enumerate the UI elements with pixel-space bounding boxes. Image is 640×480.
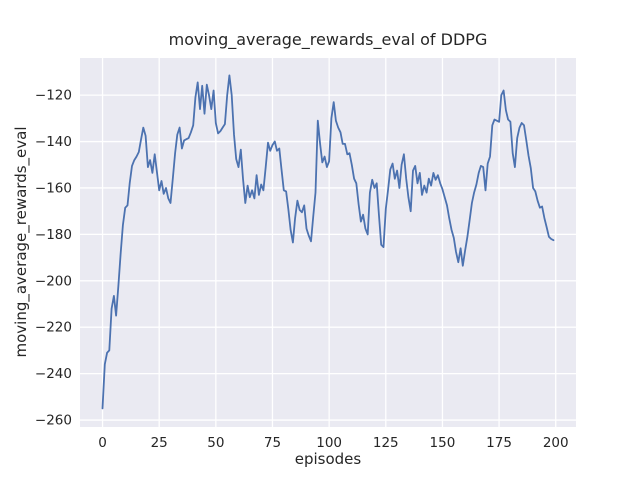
- reward-series-line: [101, 74, 555, 410]
- y-axis-label: moving_average_rewards_eval: [12, 126, 30, 358]
- x-tick-label: 200: [543, 435, 569, 451]
- y-tick-label: −240: [35, 366, 72, 382]
- x-tick-label: 150: [430, 435, 456, 451]
- x-tick-label: 75: [264, 435, 281, 451]
- y-tick-label: −160: [35, 180, 72, 196]
- y-tick-label: −220: [35, 320, 72, 336]
- x-tick-label: 100: [316, 435, 342, 451]
- y-tick-label: −200: [35, 273, 72, 289]
- chart-title: moving_average_rewards_eval of DDPG: [168, 30, 488, 49]
- plot-background: [80, 58, 576, 427]
- y-tick-label: −120: [35, 88, 72, 104]
- x-tick-label: 50: [207, 435, 224, 451]
- y-tick-label: −180: [35, 227, 72, 243]
- x-axis-label: episodes: [294, 450, 362, 468]
- y-tick-label: −260: [35, 413, 72, 429]
- x-tick-label: 125: [373, 435, 399, 451]
- x-tick-label: 175: [486, 435, 512, 451]
- y-tick-label: −140: [35, 134, 72, 150]
- x-tick-label: 25: [151, 435, 168, 451]
- x-tick-label: 0: [98, 435, 107, 451]
